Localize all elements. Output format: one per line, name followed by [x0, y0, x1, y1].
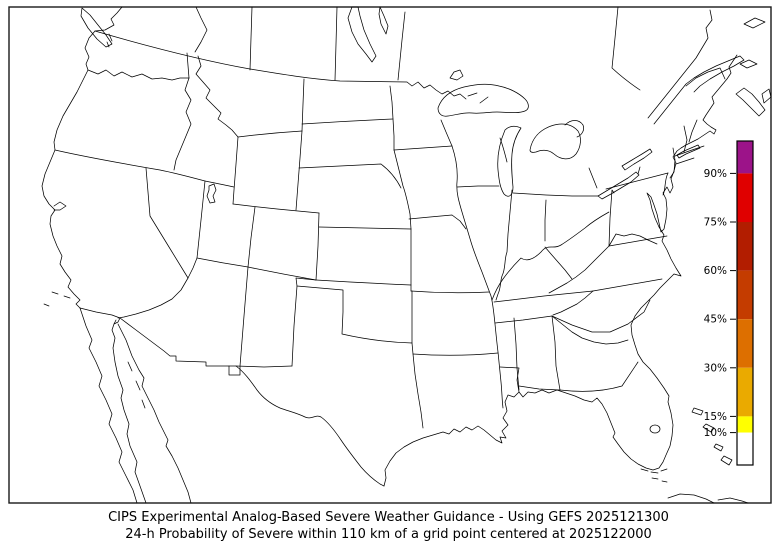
colorbar-segment [737, 222, 753, 271]
colorbar-tick-label: 15% [704, 411, 727, 423]
colorbar-segment [737, 432, 753, 465]
colorbar-segment [737, 416, 753, 433]
colorbar-segment [737, 173, 753, 222]
colorbar-tick-label: 10% [704, 427, 727, 439]
colorbar-segment [737, 367, 753, 417]
probability-colorbar: 90% 75% 60% 45% 30% 15% 10% [704, 140, 754, 466]
state-borders [54, 30, 705, 429]
colorbar-tick-label: 75% [704, 217, 727, 229]
caption-line-1: CIPS Experimental Analog-Based Severe We… [108, 510, 669, 525]
colorbar-tick-label: 60% [704, 265, 727, 277]
figure-caption: CIPS Experimental Analog-Based Severe We… [0, 509, 777, 543]
colorbar-segment [737, 270, 753, 320]
map-frame [8, 6, 772, 504]
coastline-international [41, 6, 772, 504]
colorbar-tick-label: 45% [704, 314, 727, 326]
caption-line-2: 24-h Probability of Severe within 110 km… [125, 527, 652, 542]
colorbar-segment [737, 319, 753, 368]
colorbar-tick-label: 30% [704, 362, 727, 374]
colorbar-segment [737, 141, 753, 174]
colorbar-outline [736, 140, 754, 466]
great-lakes [437, 83, 653, 200]
colorbar-tick-label: 90% [704, 168, 727, 180]
